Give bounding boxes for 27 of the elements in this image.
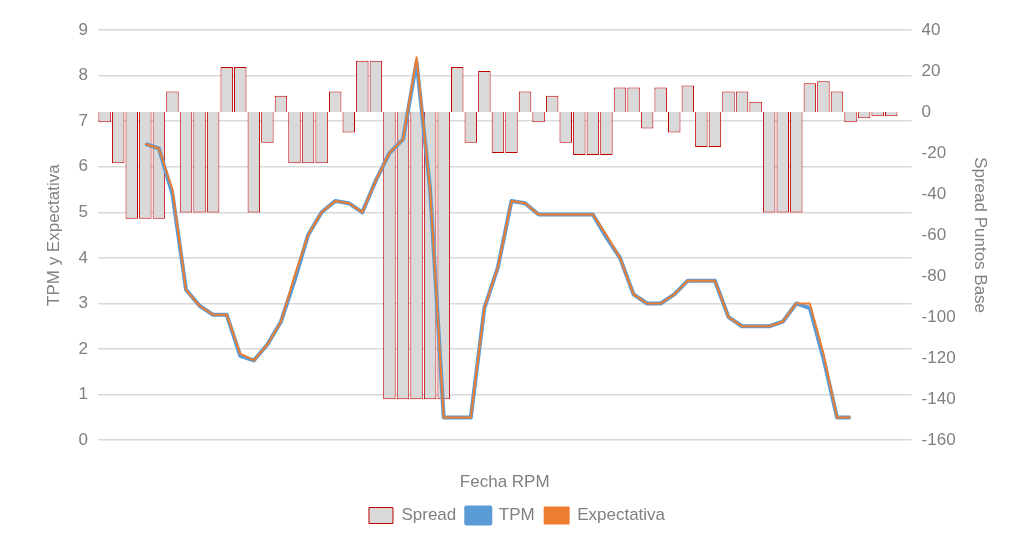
y-tick-label: 8 [78,65,88,85]
y2-tick-label: -20 [921,142,947,162]
y2-tick-label: -100 [921,306,956,326]
y2-tick-label: -160 [921,429,956,449]
y-axis-title: TPM y Expectativa [43,163,63,306]
y-tick-label: 9 [78,19,88,39]
y2-tick-label: -80 [921,265,947,285]
y2-tick-label: -140 [921,388,956,408]
y-tick-label: 5 [78,202,88,221]
y2-tick-label: -40 [921,183,947,203]
y2-tick-label: -120 [921,347,956,367]
legend-label: TPM [498,505,535,525]
y-tick-label: 2 [78,338,88,358]
y2-tick-label: 40 [921,19,941,39]
y-tick-label: 0 [78,429,88,449]
y-tick-label: 7 [78,110,88,130]
y2-tick-label: 0 [921,101,932,121]
y-tick-label: 6 [78,156,88,176]
x-axis-title: Fecha RPM [459,472,550,492]
y2-axis-title: Spread Puntos Base [971,157,991,314]
y2-tick-label: -60 [921,224,947,244]
y-tick-label: 4 [78,247,88,267]
legend-label: Expectativa [577,505,666,525]
y-tick-label: 3 [78,293,88,313]
y2-tick-label: 20 [921,60,941,80]
legend-label: Spread [401,505,457,525]
y-tick-label: 1 [78,384,88,404]
